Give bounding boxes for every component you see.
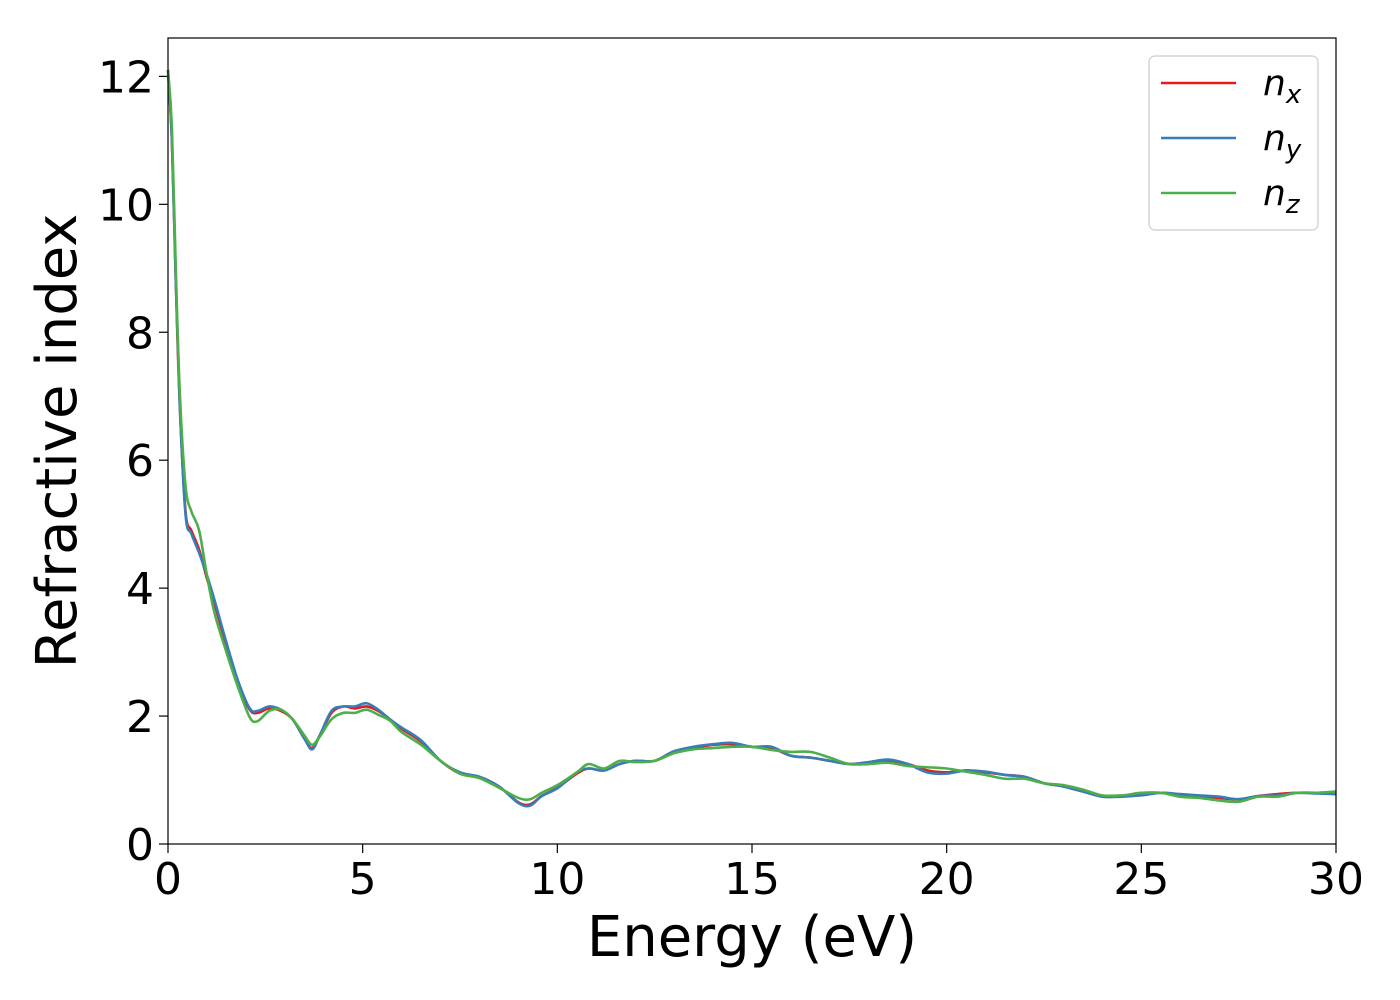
legend-label-base: n — [1263, 63, 1286, 104]
series-line-nz — [166, 69, 1337, 804]
legend-label: nx — [1263, 63, 1302, 110]
legend-label-base: n — [1263, 118, 1286, 159]
y-tick-label: 10 — [98, 180, 154, 231]
x-axis: 0 5 10 15 20 25 30 — [154, 844, 1364, 905]
x-tick-label: 15 — [724, 854, 780, 905]
y-tick-label: 6 — [126, 436, 154, 487]
series-line-ny — [166, 69, 1337, 808]
legend-box — [1148, 55, 1319, 231]
x-tick-label: 20 — [919, 854, 975, 905]
legend-label-subscript: x — [1285, 80, 1302, 110]
plot-lines — [166, 69, 1337, 808]
x-tick-label: 0 — [154, 854, 182, 905]
y-tick-label: 0 — [126, 820, 154, 871]
legend-label-base: n — [1263, 173, 1286, 214]
legend-label-subscript: z — [1285, 190, 1301, 220]
legend-label: ny — [1263, 118, 1302, 165]
x-axis-label: Energy (eV) — [587, 905, 917, 970]
legend-label: nz — [1263, 173, 1301, 220]
y-tick-label: 8 — [126, 308, 154, 359]
y-axis: 0 2 4 6 8 10 12 — [98, 52, 168, 871]
x-tick-label: 25 — [1113, 854, 1169, 905]
y-axis-label: Refractive index — [25, 214, 90, 669]
x-tick-label: 30 — [1308, 854, 1364, 905]
plot-frame — [167, 37, 1337, 845]
x-tick-label: 10 — [529, 854, 585, 905]
y-tick-label: 12 — [98, 52, 154, 103]
legend-label-subscript: y — [1285, 135, 1302, 165]
y-tick-label: 2 — [126, 692, 154, 743]
x-tick-label: 5 — [349, 854, 377, 905]
y-tick-label: 4 — [126, 564, 154, 615]
